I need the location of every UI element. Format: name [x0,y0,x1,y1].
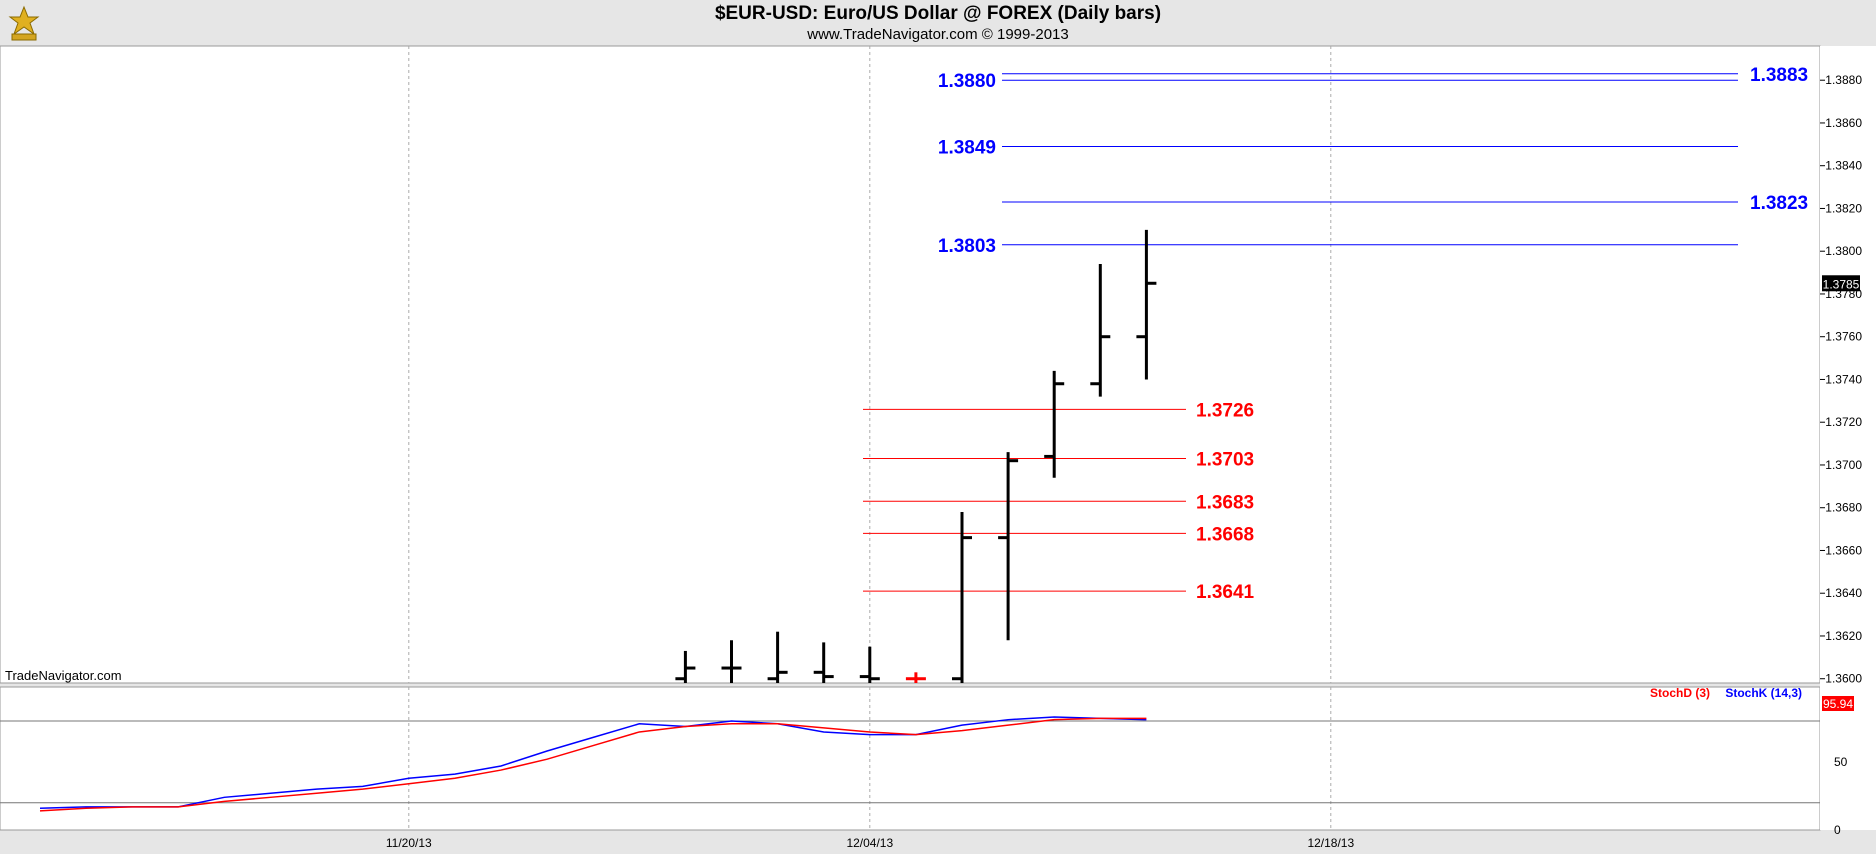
support-label: 1.3668 [1196,524,1254,545]
y-tick-label: 1.3800 [1825,244,1862,258]
x-tick-label: 11/20/13 [386,836,432,850]
stochastic-series-line [39,717,1147,812]
resistance-label: 1.3823 [1750,193,1808,214]
stochastic-panel [0,686,1821,831]
legend-stochk: StochK (14,3) [1725,686,1802,700]
y-tick-label: 1.3700 [1825,458,1862,472]
y-tick-label: 1.3640 [1825,586,1862,600]
chart-header: $EUR-USD: Euro/US Dollar @ FOREX (Daily … [0,0,1876,46]
y-tick-label: 1.3840 [1825,159,1862,173]
support-label: 1.3641 [1196,582,1255,603]
resistance-label: 1.3880 [938,71,996,92]
y-tick-label: 1.3720 [1825,415,1862,429]
legend-stochd: StochD (3) [1650,686,1710,700]
trade-navigator-logo-icon [8,5,40,41]
y-tick-label: 1.3660 [1825,543,1862,557]
resistance-label: 1.3883 [1750,65,1808,86]
y-tick-label: 1.3620 [1825,629,1862,643]
y-tick-label: 1.3680 [1825,501,1862,515]
price-panel [0,45,1821,684]
support-label: 1.3726 [1196,400,1254,421]
stochastic-last-value-label: 95.94 [1823,697,1853,711]
stochastic-y-tick-label: 50 [1834,755,1848,769]
chart-subtitle: www.TradeNavigator.com © 1999-2013 [807,26,1069,43]
y-tick-label: 1.3740 [1825,372,1862,386]
watermark-label: TradeNavigator.com [5,668,122,683]
y-tick-label: 1.3600 [1825,672,1862,686]
stochastic-last-value-tag [1822,696,1854,711]
last-price-tag [1822,275,1860,292]
x-tick-label: 12/18/13 [1307,836,1354,850]
resistance-label: 1.3803 [938,236,996,257]
y-tick-label: 1.3880 [1825,73,1862,87]
support-label: 1.3703 [1196,450,1254,471]
stochastic-series-line [39,716,1147,809]
y-tick-label: 1.3820 [1825,201,1862,215]
resistance-label: 1.3849 [938,137,996,158]
last-price-label: 1.3785 [1823,277,1860,291]
stochastic-y-tick-label: 0 [1834,823,1841,837]
y-tick-label: 1.3760 [1825,330,1862,344]
x-tick-label: 12/04/13 [846,836,893,850]
chart-title: $EUR-USD: Euro/US Dollar @ FOREX (Daily … [714,3,1162,24]
y-tick-label: 1.3860 [1825,116,1862,130]
support-label: 1.3683 [1196,492,1254,513]
